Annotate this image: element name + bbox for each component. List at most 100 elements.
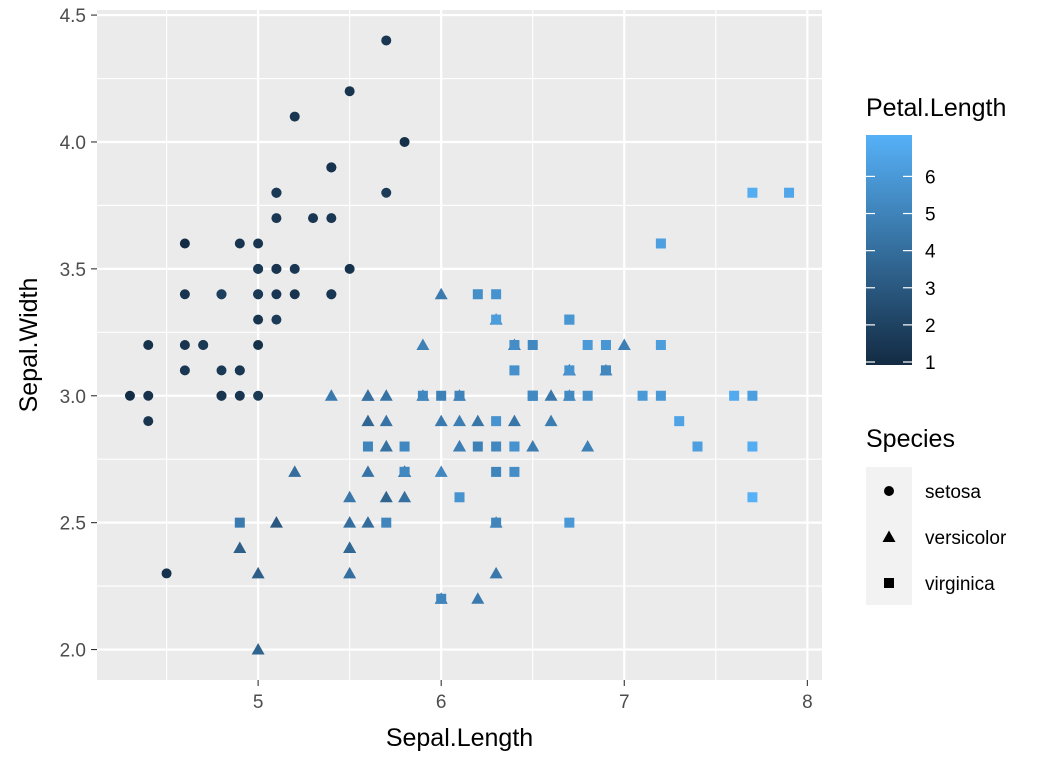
virginica-point: [472, 289, 483, 300]
y-tick-label: 4.0: [60, 133, 86, 154]
setosa-point: [271, 314, 282, 325]
virginica-point: [362, 441, 373, 452]
colorbar: [866, 135, 912, 365]
setosa-point: [344, 263, 355, 274]
setosa-point: [271, 187, 282, 198]
setosa-point: [271, 213, 282, 224]
versicolor-point: [581, 440, 595, 452]
virginica-point: [491, 466, 502, 477]
y-tick-label: 2.0: [60, 641, 86, 662]
virginica-point: [491, 289, 502, 300]
virginica-point: [747, 441, 758, 452]
setosa-point: [326, 289, 337, 300]
virginica-point: [472, 441, 483, 452]
setosa-point: [124, 390, 135, 401]
virginica-point: [234, 517, 245, 528]
virginica-point: [436, 593, 447, 604]
setosa-point: [179, 365, 190, 376]
versicolor-point: [379, 490, 393, 503]
virginica-point: [527, 390, 538, 401]
colorbar-tick-label: 5: [925, 205, 936, 226]
x-tick-label: 8: [802, 692, 813, 713]
versicolor-point: [251, 566, 265, 579]
setosa-point: [198, 340, 209, 350]
versicolor-point: [434, 287, 448, 300]
series-virginica: [234, 187, 795, 604]
setosa-point: [143, 340, 154, 350]
y-axis-title: Sepal.Width: [15, 278, 43, 413]
x-tick-label: 6: [436, 692, 447, 713]
versicolor-point: [471, 592, 485, 604]
virginica-point: [399, 466, 410, 477]
setosa-point: [143, 416, 154, 427]
versicolor-point: [507, 414, 521, 427]
virginica-point: [454, 390, 465, 401]
color-legend: Petal.Length 1 2 3 4 5 6: [866, 94, 1006, 374]
setosa-point: [216, 390, 227, 401]
setosa-point: [253, 289, 264, 300]
setosa-point: [253, 314, 264, 325]
versicolor-point: [361, 389, 375, 401]
setosa-point: [253, 340, 264, 350]
versicolor-point: [416, 338, 430, 350]
versicolor-point: [617, 338, 631, 350]
virginica-point: [491, 441, 502, 452]
colorbar-ticks: 1 2 3 4 5 6: [866, 167, 936, 374]
setosa-point: [179, 340, 190, 350]
virginica-point: [747, 492, 758, 503]
setosa-point: [381, 35, 392, 46]
versicolor-point: [434, 414, 448, 427]
virginica-point: [784, 187, 795, 198]
versicolor-point: [361, 465, 375, 477]
y-tick-label: 4.5: [60, 6, 86, 27]
versicolor-point: [361, 414, 375, 427]
legend-key-virginica: [884, 578, 894, 588]
versicolor-point: [398, 490, 412, 503]
virginica-point: [600, 365, 611, 376]
colorbar-tick-label: 6: [925, 167, 936, 188]
y-tick-label: 3.0: [60, 387, 86, 408]
axes: 5 6 7 8 2.0 2.5 3.0 3.5 4.0 4.5: [60, 6, 813, 713]
setosa-point: [326, 213, 337, 224]
virginica-point: [491, 416, 502, 427]
virginica-point: [582, 340, 593, 350]
virginica-point: [509, 466, 520, 477]
virginica-point: [381, 517, 392, 528]
x-axis-title: Sepal.Length: [386, 724, 533, 752]
series-setosa: [124, 35, 410, 579]
virginica-point: [417, 390, 428, 401]
virginica-point: [600, 340, 611, 350]
legend-label-virginica: virginica: [925, 574, 995, 595]
setosa-point: [161, 568, 172, 579]
setosa-point: [253, 390, 264, 401]
versicolor-point: [361, 516, 375, 528]
virginica-point: [509, 340, 520, 350]
setosa-point: [216, 365, 227, 376]
shape-legend-entries: setosa versicolor virginica: [882, 482, 1007, 595]
legend-key-versicolor: [882, 530, 896, 542]
versicolor-point: [233, 541, 247, 554]
data-points: [124, 35, 795, 655]
shape-legend: Species setosa versicolor virginica: [866, 425, 1007, 605]
setosa-point: [399, 136, 410, 147]
virginica-point: [436, 390, 447, 401]
legend-label-setosa: setosa: [925, 482, 981, 503]
colorbar-tick-label: 2: [925, 316, 936, 337]
versicolor-point: [544, 414, 558, 427]
versicolor-point: [489, 566, 503, 579]
setosa-point: [271, 263, 282, 274]
virginica-point: [692, 441, 703, 452]
setosa-point: [326, 162, 337, 173]
setosa-point: [179, 289, 190, 300]
versicolor-point: [453, 440, 466, 452]
virginica-point: [491, 314, 502, 325]
setosa-point: [216, 289, 227, 300]
versicolor-point: [379, 389, 393, 401]
virginica-point: [509, 441, 520, 452]
setosa-point: [143, 390, 154, 401]
y-tick-label: 3.5: [60, 260, 86, 281]
virginica-point: [564, 314, 575, 325]
colorbar-tick-label: 4: [925, 242, 936, 263]
